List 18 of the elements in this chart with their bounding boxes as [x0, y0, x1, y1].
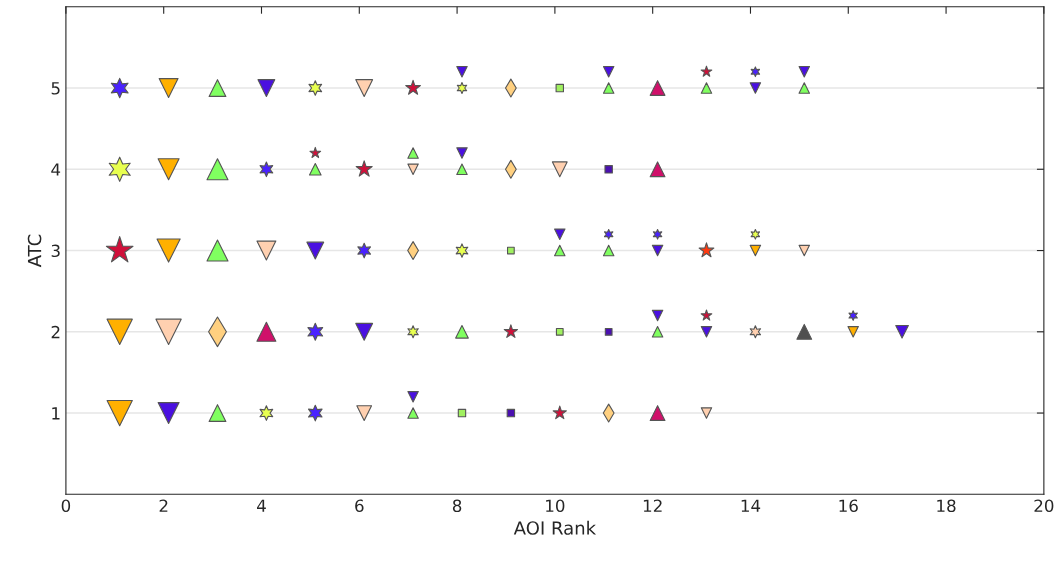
- y-tick-label: 1: [52, 407, 60, 420]
- x-tick-label: 20: [1034, 499, 1054, 513]
- y-tick-label: 5: [51, 82, 60, 95]
- x-tick-label: 12: [643, 499, 662, 512]
- y-tick-label: 3: [51, 244, 60, 258]
- x-tick-label: 6: [355, 499, 364, 513]
- x-tick-label: 2: [159, 499, 168, 512]
- x-tick-label: 16: [839, 499, 858, 513]
- x-axis-title: AOI Rank: [513, 520, 597, 535]
- x-tick-label: 4: [257, 499, 266, 512]
- x-tick-label: 14: [741, 499, 761, 512]
- x-tick-label: 0: [61, 499, 71, 513]
- x-tick-label: 8: [452, 499, 462, 513]
- y-tick-label: 2: [51, 325, 60, 339]
- y-tick-label: 4: [51, 163, 61, 176]
- x-tick-label: 10: [546, 499, 565, 513]
- y-axis-title: ATC: [27, 234, 42, 268]
- x-tick-label: 18: [937, 499, 956, 513]
